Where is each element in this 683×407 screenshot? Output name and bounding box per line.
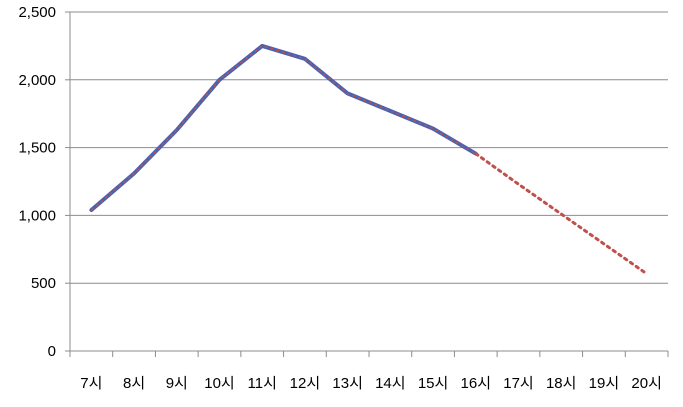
x-tick-label: 16시 xyxy=(461,375,492,392)
x-tick-label: 15시 xyxy=(418,375,449,392)
series-line-actual xyxy=(91,46,475,210)
y-tick-label: 0 xyxy=(48,343,56,360)
series-line-forecast xyxy=(476,154,647,274)
axes xyxy=(65,12,668,357)
x-tick-label: 20시 xyxy=(631,375,662,392)
x-tick-label: 12시 xyxy=(290,375,321,392)
x-tick-label: 14시 xyxy=(375,375,406,392)
y-axis-tick-labels: 0 500 1,000 1,500 2,000 2,500 xyxy=(18,4,56,360)
x-tick-label: 13시 xyxy=(332,375,363,392)
x-tick-label: 11시 xyxy=(248,375,277,392)
x-axis-tick-labels: 7시 8시 9시 10시 11시 12시 13시 14시 15시 16시 17시 18시 19시 20시 xyxy=(80,375,662,392)
y-tick-label: 2,500 xyxy=(18,4,56,21)
x-tick-label: 7시 xyxy=(80,375,102,392)
x-tick-label: 9시 xyxy=(166,375,188,392)
series-line-actual-overlay xyxy=(91,46,475,210)
y-tick-label: 500 xyxy=(31,275,56,292)
y-tick-label: 1,500 xyxy=(18,140,56,157)
x-tick-label: 18시 xyxy=(546,375,577,392)
x-tick-label: 8시 xyxy=(123,375,145,392)
x-tick-label: 19시 xyxy=(589,375,620,392)
y-tick-label: 2,000 xyxy=(18,72,56,89)
x-tick-label: 17시 xyxy=(503,375,534,392)
x-tick-label: 10시 xyxy=(204,375,235,392)
y-tick-label: 1,000 xyxy=(18,207,56,224)
